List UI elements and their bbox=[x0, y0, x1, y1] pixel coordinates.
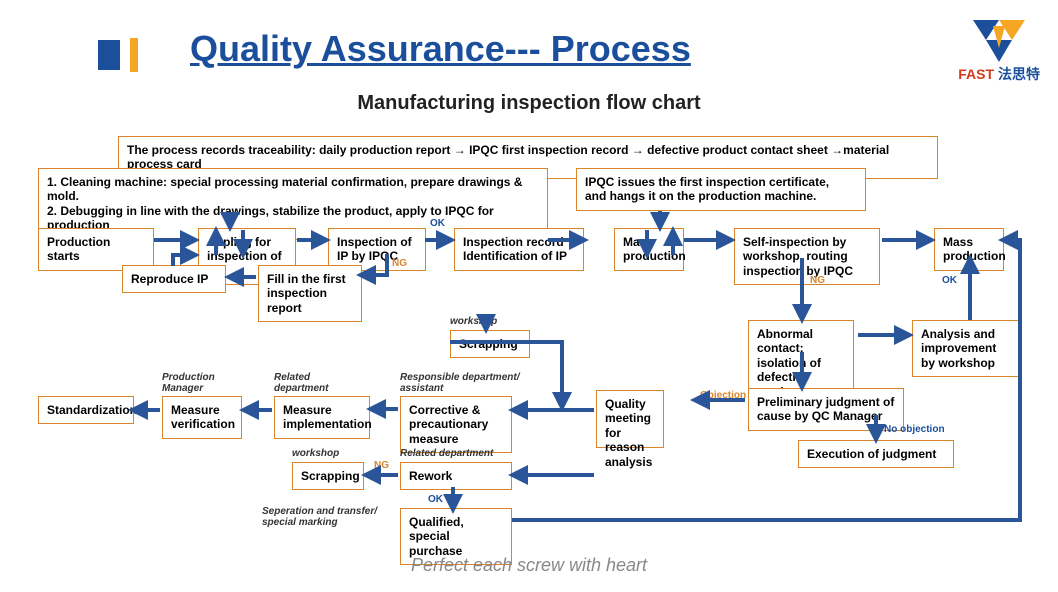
edge-ok-3: OK bbox=[428, 494, 443, 505]
edge-ng-3: NG bbox=[374, 460, 389, 471]
label-production-manager: Production Manager bbox=[162, 372, 238, 394]
slide-root: Quality Assurance--- Process FAST法思特 Man… bbox=[0, 0, 1058, 592]
arrows-layer bbox=[0, 0, 1058, 592]
box-fill-report: Fill in the first inspection report bbox=[258, 265, 362, 322]
label-workshop-2: workshop bbox=[292, 448, 339, 459]
edge-ok-2: OK bbox=[942, 275, 957, 286]
label-related-department-2: Related department bbox=[400, 448, 493, 459]
label-responsible-department: Responsible department/ assistant bbox=[400, 372, 520, 394]
box-reproduce-ip: Reproduce IP bbox=[122, 265, 226, 293]
box-corrective-measure: Corrective & precautionary measure bbox=[400, 396, 512, 453]
brand-logo: FAST法思特 bbox=[958, 18, 1040, 84]
box-preliminary-judgment: Preliminary judgment of cause by QC Mana… bbox=[748, 388, 904, 431]
box-rework: Rework bbox=[400, 462, 512, 490]
box-inspection-record: Inspection record Identification of IP bbox=[454, 228, 584, 271]
box-mass-production-2: Mass production bbox=[934, 228, 1004, 271]
edge-no-objection: No objection bbox=[884, 424, 945, 435]
edge-ng-2: NG bbox=[810, 275, 825, 286]
box-self-inspection: Self-inspection by workshop, routing ins… bbox=[734, 228, 880, 285]
box-measure-implementation: Measure implementation bbox=[274, 396, 370, 439]
box-scrapping-2: Scrapping bbox=[292, 462, 364, 490]
label-separation-transfer: Seperation and transfer/ special marking bbox=[262, 506, 392, 528]
header-square bbox=[98, 40, 120, 70]
box-mass-production-1: Mass production bbox=[614, 228, 684, 271]
box-execution-judgment: Execution of judgment bbox=[798, 440, 954, 468]
logo-text-fast: FAST bbox=[958, 66, 994, 82]
box-analysis-improvement: Analysis and improvement by workshop bbox=[912, 320, 1022, 377]
logo-text-cn: 法思特 bbox=[998, 66, 1040, 82]
box-ipqc-cert: IPQC issues the first inspection certifi… bbox=[576, 168, 866, 211]
page-title: Quality Assurance--- Process bbox=[190, 28, 691, 70]
subtitle: Manufacturing inspection flow chart bbox=[0, 92, 1058, 115]
label-related-department-1: Related department bbox=[274, 372, 364, 394]
box-measure-verification: Measure verification bbox=[162, 396, 242, 439]
header-bar bbox=[130, 38, 138, 72]
box-quality-meeting: Quality meeting for reason analysis bbox=[596, 390, 664, 448]
edge-ng-1: NG bbox=[392, 258, 407, 269]
logo-icon bbox=[969, 18, 1029, 64]
box-scrapping-1: Scrapping bbox=[450, 330, 530, 358]
label-workshop-1: workshop bbox=[450, 316, 497, 327]
footer-slogan: Perfect each screw with heart bbox=[0, 555, 1058, 576]
edge-objection: Objection bbox=[700, 390, 746, 401]
box-standardization: Standardization bbox=[38, 396, 134, 424]
edge-ok-1: OK bbox=[430, 218, 445, 229]
